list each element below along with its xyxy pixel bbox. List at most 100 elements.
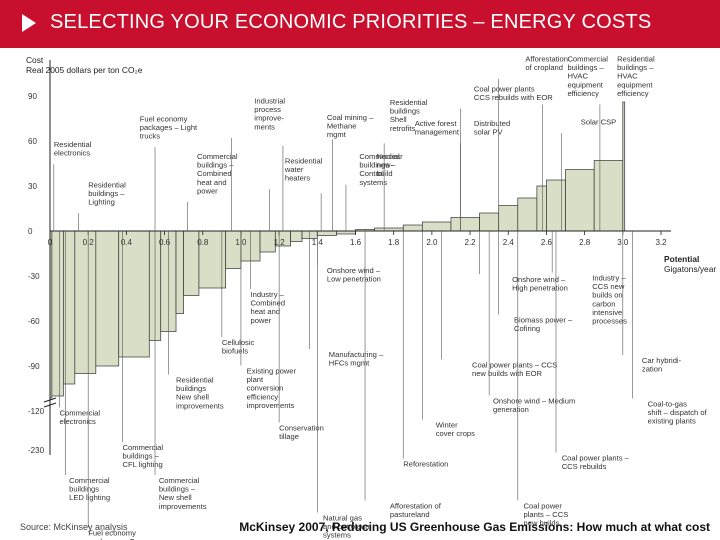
source-note: Source: McKinsey analysis (20, 522, 128, 532)
annotation-text: improvements (159, 502, 207, 511)
annotation-text: and petroleum (323, 522, 372, 531)
y-tick-label: 0 (28, 227, 33, 236)
annotation-text: New shell (176, 393, 209, 402)
annotation-text: existing plants (648, 417, 696, 426)
annotation-text: Lighting (88, 198, 115, 207)
x-tick-label: 1.6 (350, 238, 362, 247)
annotation-text: trucks (140, 132, 160, 141)
cost-bar (95, 230, 120, 367)
annotation-text: efficiency (567, 89, 599, 98)
annotation-text: improvements (247, 401, 295, 410)
annotation-text: Fuel economy (140, 115, 188, 124)
title-bar: SELECTING YOUR ECONOMIC PRIORITIES – ENE… (0, 0, 720, 48)
annotation-text: packages – Cars (88, 537, 145, 540)
axes (43, 60, 671, 455)
annotation-text: Coal mining – (327, 113, 374, 122)
annotation-text: Residential (176, 376, 214, 385)
annotation-text: ments (254, 122, 275, 131)
annotation-text: equipment (567, 80, 603, 89)
annotation-text: Fuel economy (88, 529, 136, 538)
annotation-text: new builds with EOR (472, 369, 543, 378)
annotation-text: buildings (390, 107, 420, 116)
y-tick-label: 90 (28, 92, 37, 101)
annotation: Coal power plants –CCS rebuilds (555, 231, 630, 471)
annotation-text: Cellulosic (222, 338, 255, 347)
axis-break-mark (43, 402, 57, 408)
page-title: SELECTING YOUR ECONOMIC PRIORITIES – ENE… (50, 11, 652, 33)
cost-bar (546, 179, 566, 232)
annotation-text: heat and (250, 307, 280, 316)
annotation-text: LED lighting (69, 493, 110, 502)
x-tick-label: 0.6 (159, 238, 171, 247)
annotation-text: buildings – (567, 63, 604, 72)
annotation-text: CFL lighting (123, 460, 163, 469)
annotation-text: plants – CCS (524, 510, 569, 519)
annotation: Biomass power –Cofiring (498, 231, 573, 333)
annotation: Solar CSP (561, 118, 616, 231)
annotation-text: shift – dispatch of (648, 408, 708, 417)
play-arrow-icon (22, 14, 36, 32)
annotation-text: zation (642, 365, 662, 374)
annotation-text: Industry – (250, 290, 284, 299)
annotation: Reforestation (402, 231, 448, 469)
annotation-text: Coal power (524, 502, 563, 511)
annotation-text: carbon (592, 299, 615, 308)
annotation-text: pastureland (390, 510, 430, 519)
annotation-text: improve- (254, 114, 284, 123)
annotation-text: heat and (197, 178, 227, 187)
annotation-text: Commercial (159, 476, 200, 485)
annotation-text: HFCs mgmt (329, 359, 370, 368)
annotation-text: mgmt (327, 130, 347, 139)
annotation-text: power (197, 186, 218, 195)
annotation-text: buildings (69, 485, 99, 494)
cost-bar (498, 205, 519, 232)
annotation-text: buildings – (123, 452, 160, 461)
annotation-text: buildings – (159, 485, 196, 494)
cost-bar (593, 160, 624, 232)
annotation-text: Onshore wind – (512, 275, 566, 284)
annotation-text: Cofiring (514, 324, 540, 333)
annotation-text: Methane (327, 122, 357, 131)
annotation-text: CCS new (592, 282, 625, 291)
annotation-text: process (254, 105, 281, 114)
y-tick-label: -60 (28, 317, 40, 326)
annotation-text: of cropland (525, 63, 563, 72)
annotation-text: Industrial (254, 97, 285, 106)
cost-bar (479, 212, 500, 232)
annotation-text: Low penetration (327, 275, 381, 284)
annotation-text: power (250, 316, 271, 325)
cost-bar (51, 230, 64, 397)
annotation-text: Combined (250, 299, 285, 308)
annotation-text: heaters (285, 174, 311, 183)
annotation-text: systems (323, 531, 351, 540)
annotation-text: Residential (285, 157, 323, 166)
x-tick-label: 2.6 (541, 238, 553, 247)
annotation-text: Manufacturing – (329, 350, 384, 359)
annotation-text: buildings (176, 384, 206, 393)
annotation-text: electronics (54, 149, 90, 158)
cost-bar (450, 217, 480, 232)
annotation: Car hybridi-zation (622, 231, 682, 374)
annotation-text: intensive (592, 308, 622, 317)
annotation-text: Natural gas (323, 514, 362, 523)
annotation-text: plant (247, 375, 264, 384)
annotation-text: buildings – (88, 189, 125, 198)
cost-bar (118, 230, 150, 358)
